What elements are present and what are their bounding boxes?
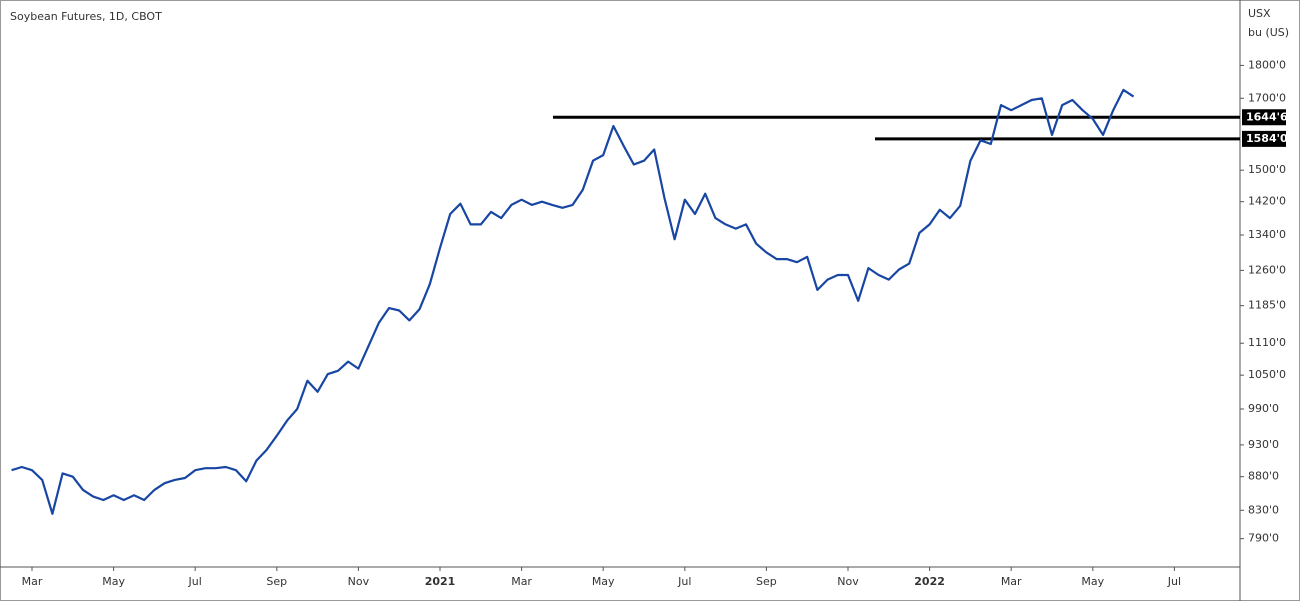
y-tick-label: 830'0 <box>1248 503 1279 516</box>
y-tick-label: 790'0 <box>1248 532 1279 545</box>
y-tick-label: 1700'0 <box>1248 91 1286 104</box>
x-tick-label: Jul <box>188 575 202 588</box>
x-tick-label: Sep <box>756 575 777 588</box>
level-label: 1644'6 <box>1246 110 1288 123</box>
y-tick-label: 990'0 <box>1248 402 1279 415</box>
x-tick-label: Nov <box>348 575 370 588</box>
y-tick-label: 1050'0 <box>1248 368 1286 381</box>
y-tick-label: 1185'0 <box>1248 299 1286 312</box>
x-tick-label: May <box>102 575 125 588</box>
y-tick-label: 1420'0 <box>1248 195 1286 208</box>
unit-label: USX <box>1248 7 1271 20</box>
x-tick-label: Sep <box>266 575 287 588</box>
level-badge <box>1242 130 1286 147</box>
x-tick-label: Jul <box>677 575 691 588</box>
x-tick-label: Mar <box>511 575 532 588</box>
x-tick-label: May <box>1081 575 1104 588</box>
x-tick-label: May <box>592 575 615 588</box>
y-tick-label: 1340'0 <box>1248 228 1286 241</box>
unit-label: bu (US) <box>1248 26 1289 39</box>
x-tick-label: Mar <box>22 575 43 588</box>
x-tick-label: Jul <box>1167 575 1181 588</box>
y-tick-label: 1260'0 <box>1248 263 1286 276</box>
y-tick-label: 1500'0 <box>1248 163 1286 176</box>
x-tick-label: 2022 <box>914 575 945 588</box>
y-tick-label: 930'0 <box>1248 438 1279 451</box>
x-tick-label: Nov <box>837 575 859 588</box>
x-tick-label: 2021 <box>425 575 456 588</box>
level-label: 1584'0 <box>1246 132 1288 145</box>
price-line <box>11 88 1135 515</box>
chart-title: Soybean Futures, 1D, CBOT <box>10 10 162 23</box>
y-tick-label: 1800'0 <box>1248 58 1286 71</box>
level-badge <box>1242 109 1286 126</box>
y-tick-label: 1110'0 <box>1248 336 1286 349</box>
y-tick-label: 880'0 <box>1248 470 1279 483</box>
x-tick-label: Mar <box>1001 575 1022 588</box>
